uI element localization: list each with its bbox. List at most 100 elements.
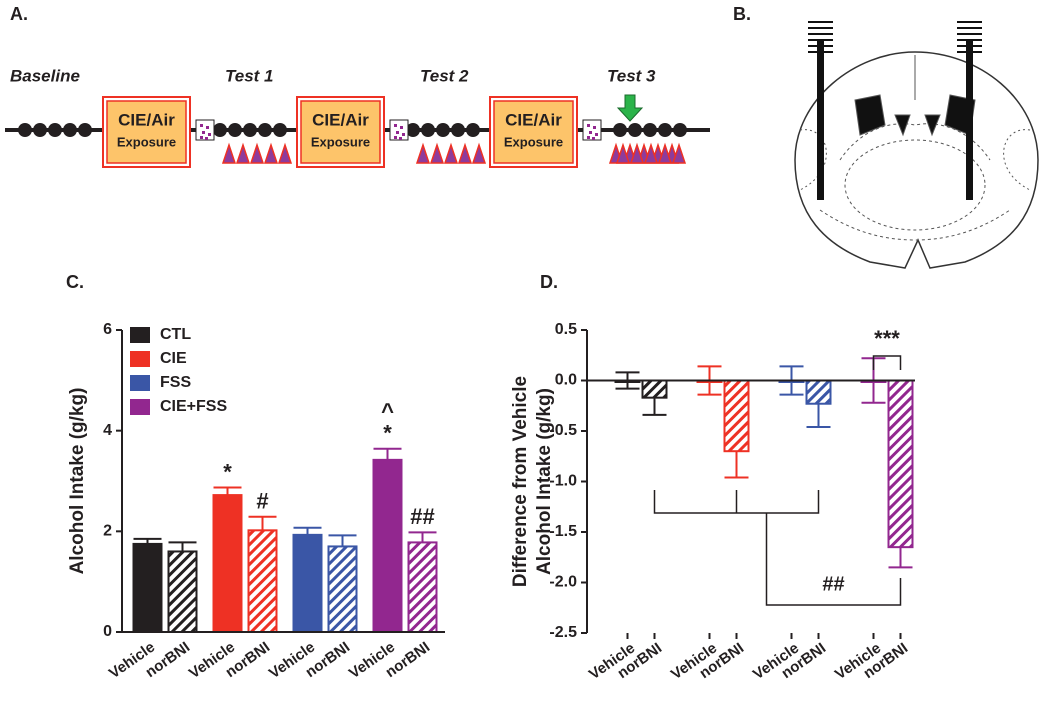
- legend-label: CTL: [160, 326, 191, 343]
- timeline-dot: [63, 123, 77, 137]
- stress-dot: [587, 124, 590, 127]
- bar: [167, 550, 198, 634]
- brain-diagram: [794, 21, 1039, 269]
- panel-label: A.: [10, 4, 28, 24]
- stress-dot: [589, 131, 592, 134]
- significance-label: ##: [822, 573, 844, 595]
- timeline-dot: [258, 123, 272, 137]
- test-triangle: [629, 142, 645, 164]
- stress-dot: [593, 126, 596, 129]
- stress-dot: [394, 124, 397, 127]
- legend-label: CIE+FSS: [160, 398, 227, 415]
- timeline-dot: [466, 123, 480, 137]
- legend-swatch: [130, 399, 150, 415]
- stress-dot: [396, 131, 399, 134]
- bar: [292, 533, 323, 634]
- test-triangle: [263, 142, 279, 164]
- legend-swatch: [130, 375, 150, 391]
- timeline-dot: [78, 123, 92, 137]
- timeline-dot: [33, 123, 47, 137]
- y-tick-label: 2: [103, 523, 112, 540]
- timeline-dot: [613, 123, 627, 137]
- stress-dot: [205, 137, 208, 140]
- exposure-box-line1: CIE/Air: [118, 110, 175, 129]
- stress-dot: [592, 137, 595, 140]
- significance-mark: *: [223, 459, 232, 484]
- test-arrow: [616, 94, 644, 122]
- bar: [641, 379, 668, 399]
- test-triangle: [221, 142, 237, 164]
- exposure-box: [106, 100, 187, 164]
- timeline-dot: [643, 123, 657, 137]
- test-triangle: [249, 142, 265, 164]
- test-triangle: [671, 142, 687, 164]
- stress-dot: [394, 136, 397, 139]
- legend-label: CIE: [160, 350, 187, 367]
- y-tick-label: 0: [103, 623, 112, 640]
- test-triangle: [657, 142, 673, 164]
- panel-label: B.: [733, 4, 751, 24]
- exposure-box-line2: Exposure: [311, 134, 370, 149]
- stress-dot: [200, 136, 203, 139]
- significance-label: ***: [874, 326, 900, 351]
- significance-mark: #: [256, 489, 268, 514]
- timeline-dot: [228, 123, 242, 137]
- phase-label: Test 3: [607, 66, 656, 85]
- bar: [887, 379, 914, 549]
- y-axis-label: Alcohol Intake (g/kg): [534, 388, 555, 575]
- timeline-dot: [243, 123, 257, 137]
- timeline-dot: [628, 123, 642, 137]
- legend-label: FSS: [160, 374, 191, 391]
- panel-label: D.: [540, 272, 558, 292]
- stress-dot: [587, 136, 590, 139]
- bar: [723, 379, 750, 453]
- y-axis-label: Alcohol Intake (g/kg): [67, 388, 88, 575]
- significance-mark: ^: [381, 399, 394, 424]
- bar: [212, 494, 243, 633]
- significance-mark: *: [383, 421, 392, 446]
- test-triangle: [415, 142, 431, 164]
- stress-dot: [200, 124, 203, 127]
- timeline-dot: [673, 123, 687, 137]
- stress-dot: [206, 126, 209, 129]
- exposure-box: [300, 100, 381, 164]
- timeline-dot: [436, 123, 450, 137]
- bar: [372, 458, 403, 633]
- exposure-box-line1: CIE/Air: [312, 110, 369, 129]
- stress-dot: [595, 133, 598, 136]
- significance-bracket: [872, 355, 902, 370]
- timeline-dot: [421, 123, 435, 137]
- test-triangle: [471, 142, 487, 164]
- y-tick-label: 0.0: [555, 372, 577, 389]
- timeline-dot: [273, 123, 287, 137]
- bar: [132, 542, 163, 634]
- bar: [805, 379, 832, 405]
- stress-dot: [208, 133, 211, 136]
- exposure-box: [493, 100, 574, 164]
- bar: [407, 541, 438, 634]
- legend-swatch: [130, 327, 150, 343]
- panel-label: C.: [66, 272, 84, 292]
- exposure-box-line2: Exposure: [117, 134, 176, 149]
- test-triangle: [457, 142, 473, 164]
- test-triangle: [443, 142, 459, 164]
- y-tick-label: 6: [103, 321, 112, 338]
- timeline-dot: [18, 123, 32, 137]
- significance-mark: ##: [410, 504, 434, 529]
- stress-dot: [399, 137, 402, 140]
- bar: [247, 529, 278, 633]
- legend-swatch: [130, 351, 150, 367]
- phase-label: Baseline: [10, 66, 80, 85]
- timeline-dot: [658, 123, 672, 137]
- stress-dot: [202, 131, 205, 134]
- test-triangle: [277, 142, 293, 164]
- exposure-box-line1: CIE/Air: [505, 110, 562, 129]
- y-axis-label: Difference from Vehicle: [510, 376, 531, 587]
- phase-label: Test 1: [225, 66, 274, 85]
- timeline-dot: [406, 123, 420, 137]
- stress-dot: [402, 133, 405, 136]
- test-triangle: [615, 142, 631, 164]
- y-tick-label: -2.0: [549, 574, 577, 591]
- test-triangle: [235, 142, 251, 164]
